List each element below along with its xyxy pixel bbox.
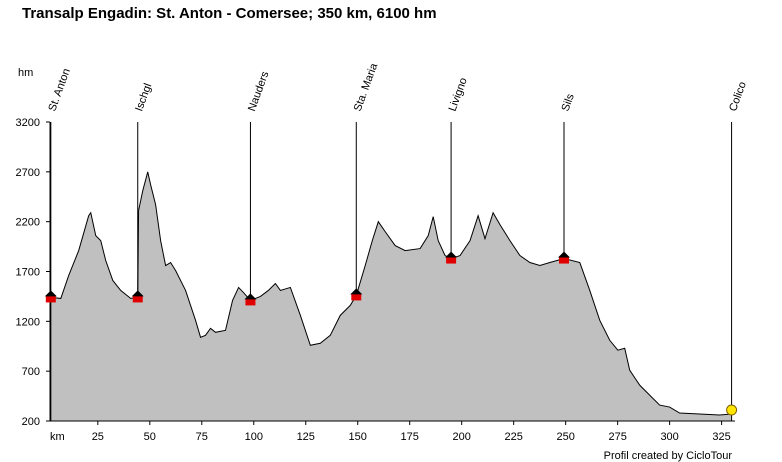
x-tick-label: 150: [349, 431, 367, 443]
y-tick-label: 700: [22, 366, 40, 378]
x-tick-label: 275: [608, 431, 626, 443]
x-tick-label: 25: [92, 431, 104, 443]
x-tick-label: 300: [660, 431, 678, 443]
waypoint-marker: [132, 295, 143, 303]
waypoint-marker: [45, 295, 56, 303]
waypoint-roof: [350, 288, 363, 295]
waypoint-roof: [44, 290, 57, 297]
waypoint-label: Nauders: [246, 69, 272, 113]
y-tick-label: 2200: [16, 217, 40, 229]
waypoint-label: Colico: [727, 80, 749, 113]
x-axis-label: km: [50, 431, 65, 443]
waypoint-roof: [557, 251, 570, 258]
waypoint-roof: [131, 290, 144, 297]
waypoint-marker: [726, 404, 738, 416]
waypoint-roof: [244, 293, 257, 300]
chart-title: Transalp Engadin: St. Anton - Comersee; …: [22, 5, 437, 22]
waypoint-marker: [558, 256, 569, 264]
waypoint-label: Sta. Maria: [352, 61, 381, 113]
x-tick-label: 125: [297, 431, 315, 443]
y-tick-label: 1200: [16, 316, 40, 328]
y-tick-label: 200: [22, 416, 40, 428]
waypoint-roof: [445, 251, 458, 258]
waypoint-marker: [446, 256, 457, 264]
x-tick-label: 75: [196, 431, 208, 443]
elevation-area: [50, 171, 733, 422]
waypoint-label: Sils: [560, 92, 578, 113]
x-tick-label: 225: [504, 431, 522, 443]
x-tick-label: 175: [401, 431, 419, 443]
waypoint-marker: [351, 293, 362, 301]
x-tick-label: 100: [245, 431, 263, 443]
x-tick-label: 250: [556, 431, 574, 443]
x-tick-label: 50: [144, 431, 156, 443]
y-tick-label: 2700: [16, 167, 40, 179]
waypoint-label: Ischgl: [133, 82, 154, 113]
footer: Profil created by CicloTour: [604, 450, 733, 462]
x-tick-label: 325: [712, 431, 730, 443]
y-tick-label: 1700: [16, 267, 40, 279]
waypoint-label: St. Anton: [46, 67, 73, 113]
y-tick-label: 3200: [16, 117, 40, 129]
x-tick-label: 200: [453, 431, 471, 443]
waypoint-label: Livigno: [447, 76, 470, 113]
waypoint-marker: [245, 298, 256, 306]
y-axis-label: hm: [18, 67, 33, 79]
